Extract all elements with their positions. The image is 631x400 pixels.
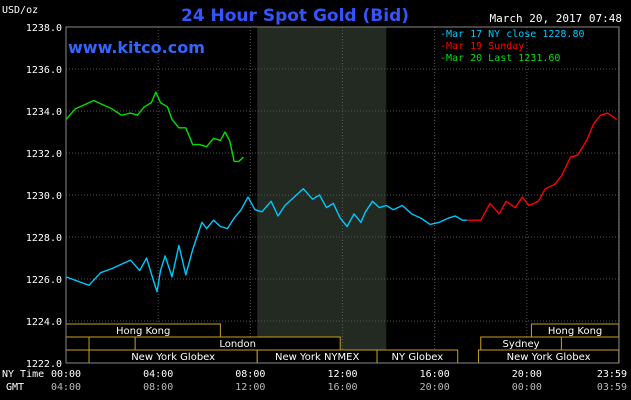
legend-entry: -Mar 20 Last 1231.60 bbox=[440, 53, 560, 64]
y-tick-label: 1230.0 bbox=[26, 191, 62, 202]
session-label: NY Globex bbox=[392, 352, 444, 363]
session-label: Hong Kong bbox=[116, 326, 170, 337]
x-tick-label-gmt: 04:00 bbox=[51, 382, 81, 393]
y-unit-label: USD/oz bbox=[2, 5, 38, 16]
x-tick-label-gmt: 16:00 bbox=[327, 382, 357, 393]
trading-sessions: Hong Kong Hong Kong London Sydney New York G… bbox=[65, 323, 620, 364]
session-box bbox=[65, 336, 90, 351]
session-label: New York NYMEX bbox=[275, 352, 360, 363]
session-label: Hong Kong bbox=[548, 326, 602, 337]
plot-frame bbox=[65, 26, 620, 364]
series-line bbox=[65, 91, 244, 163]
series-line bbox=[65, 187, 467, 293]
y-tick-label: 1234.0 bbox=[26, 107, 62, 118]
y-tick-label: 1238.0 bbox=[26, 23, 62, 34]
x-tick-label-gmt: 00:00 bbox=[512, 382, 542, 393]
x-tick-label-gmt: 03:59 bbox=[597, 382, 627, 393]
y-tick-label: 1228.0 bbox=[26, 233, 62, 244]
session-label: Sydney bbox=[503, 339, 540, 350]
x-tick-label-ny: 16:00 bbox=[420, 369, 450, 380]
y-tick-label: 1224.0 bbox=[26, 317, 62, 328]
x-tick-label-gmt: 20:00 bbox=[420, 382, 450, 393]
y-tick-label: 1236.0 bbox=[26, 65, 62, 76]
legend-entry: -Mar 19 Sunday bbox=[440, 41, 524, 52]
y-tick-label: 1222.0 bbox=[26, 359, 62, 370]
x-tick-label-ny: 20:00 bbox=[512, 369, 542, 380]
y-axis-ticks: 1238.0 1236.0 1234.0 1232.0 1230.0 1228.0 1226… bbox=[26, 23, 62, 370]
x-tick-label-gmt: 08:00 bbox=[143, 382, 173, 393]
legend: -Mar 17 NY close 1228.80-Mar 19 Sunday-M… bbox=[440, 29, 585, 64]
session-label: New York Globex bbox=[507, 352, 591, 363]
x-tick-label-ny: 08:00 bbox=[235, 369, 265, 380]
price-series bbox=[65, 91, 618, 293]
session-label: London bbox=[219, 339, 256, 350]
x-tick-label-ny: 12:00 bbox=[327, 369, 357, 380]
ny-time-row-label: NY Time bbox=[2, 369, 44, 380]
x-tick-label-gmt: 12:00 bbox=[235, 382, 265, 393]
chart-title: 24 Hour Spot Gold (Bid) bbox=[181, 6, 409, 26]
x-tick-label-ny: 04:00 bbox=[143, 369, 173, 380]
kitco-watermark: www.kitco.com bbox=[68, 38, 205, 57]
session-label: New York Globex bbox=[131, 352, 215, 363]
gmt-row-label: GMT bbox=[6, 382, 24, 393]
chart-datetime: March 20, 2017 07:48 bbox=[490, 12, 622, 25]
series-line bbox=[466, 112, 618, 221]
y-tick-label: 1226.0 bbox=[26, 275, 62, 286]
legend-entry: -Mar 17 NY close 1228.80 bbox=[440, 29, 585, 40]
y-tick-label: 1232.0 bbox=[26, 149, 62, 160]
x-tick-label-ny: 00:00 bbox=[51, 369, 81, 380]
x-axis-ticks: 00:00 04:00 04:00 08:00 08:00 12:00 12:00 16:00… bbox=[51, 369, 627, 393]
x-tick-label-ny: 23:59 bbox=[597, 369, 627, 380]
